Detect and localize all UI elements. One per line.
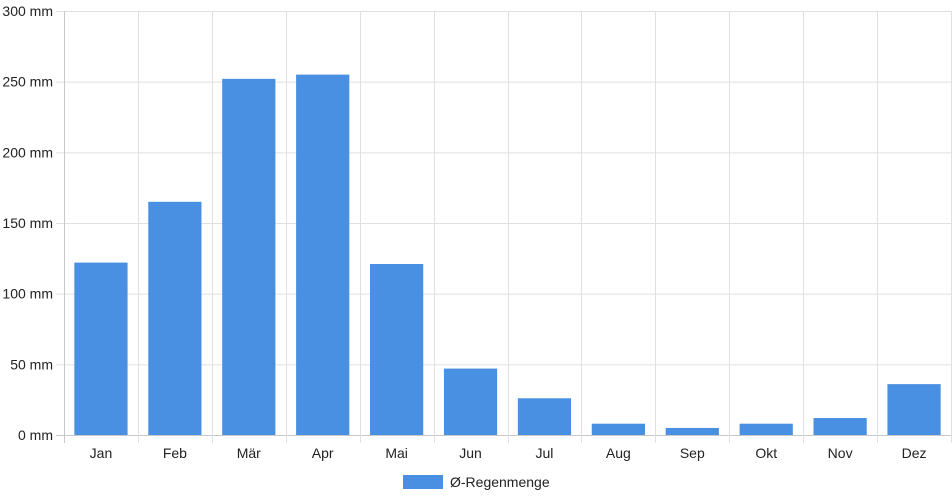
bar-layer — [74, 74, 941, 435]
y-tick-label: 100 mm — [2, 286, 53, 302]
x-tick-label: Feb — [163, 445, 187, 461]
y-tick-label: 0 mm — [18, 427, 53, 443]
x-tick-label: Mär — [237, 445, 261, 461]
x-tick-label: Aug — [606, 445, 631, 461]
x-tick-label: Jun — [459, 445, 482, 461]
bar-mär[interactable] — [222, 78, 276, 435]
x-tick-label: Okt — [755, 445, 777, 461]
bar-aug[interactable] — [591, 423, 645, 435]
bar-nov[interactable] — [813, 418, 867, 435]
x-tick-label: Nov — [828, 445, 853, 461]
legend[interactable]: Ø-Regenmenge — [403, 474, 550, 490]
x-tick-label: Dez — [902, 445, 927, 461]
bar-sep[interactable] — [665, 427, 719, 435]
bar-dez[interactable] — [887, 384, 941, 435]
x-tick-label: Jul — [536, 445, 554, 461]
x-tick-label: Jan — [90, 445, 113, 461]
y-tick-label: 150 mm — [2, 215, 53, 231]
bar-apr[interactable] — [296, 74, 350, 435]
bar-jul[interactable] — [517, 398, 572, 435]
legend-label[interactable]: Ø-Regenmenge — [450, 474, 550, 490]
bar-jan[interactable] — [74, 262, 128, 435]
bar-okt[interactable] — [739, 423, 793, 435]
y-tick-label: 250 mm — [2, 74, 53, 90]
x-tick-label: Sep — [680, 445, 705, 461]
y-tick-label: 200 mm — [2, 144, 53, 160]
x-tick-label: Apr — [312, 445, 334, 461]
bar-mai[interactable] — [370, 263, 424, 435]
y-tick-label: 300 mm — [2, 3, 53, 19]
y-tick-label: 50 mm — [10, 356, 53, 372]
bar-jun[interactable] — [443, 368, 498, 435]
bar-feb[interactable] — [148, 201, 202, 435]
axis-layer: 0 mm 50 mm 100 mm 150 mm 200 mm 250 mm 300 mm J… — [2, 3, 926, 461]
legend-swatch[interactable] — [403, 475, 443, 489]
x-tick-label: Mai — [385, 445, 408, 461]
grid-layer — [56, 11, 952, 443]
